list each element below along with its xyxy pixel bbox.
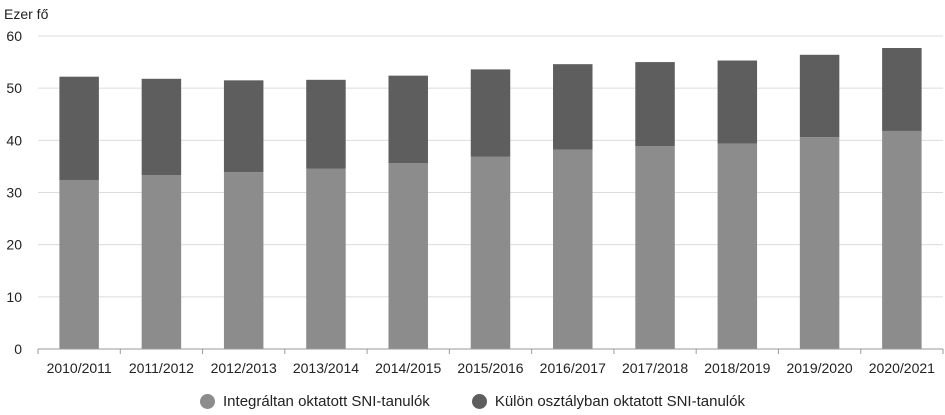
bar-segment-separate-class[interactable] <box>635 62 675 147</box>
bar-segment-integrated[interactable] <box>882 130 922 349</box>
x-tick-label: 2014/2015 <box>375 360 441 376</box>
bar-segment-separate-class[interactable] <box>799 54 840 138</box>
stacked-bar-chart: Ezer fő 0 10 20 30 40 50 60 2010/2011 2011/2012… <box>4 6 944 376</box>
bar-segment-separate-class[interactable] <box>553 64 593 150</box>
y-tick-label: 20 <box>6 237 22 253</box>
bar-segment-integrated[interactable] <box>635 146 675 349</box>
x-tick-label: 2020/2021 <box>869 360 935 376</box>
x-tick-labels: 2010/2011 2011/2012 2012/2013 2013/2014 2014… <box>47 360 936 376</box>
bar-segment-integrated[interactable] <box>799 137 840 349</box>
y-tick-label: 60 <box>6 28 22 44</box>
y-tick-label: 30 <box>6 185 22 201</box>
legend: Integráltan oktatott SNI-tanulók Külön o… <box>0 388 945 414</box>
y-tick-label: 0 <box>14 341 22 357</box>
axes <box>37 348 944 354</box>
bar-segment-separate-class[interactable] <box>388 75 428 164</box>
bars <box>59 47 922 349</box>
x-tick-label: 2017/2018 <box>622 360 688 376</box>
x-tick-label: 2010/2011 <box>47 360 112 376</box>
bar-segment-separate-class[interactable] <box>59 76 99 180</box>
bar-segment-integrated[interactable] <box>388 163 428 349</box>
bar-segment-integrated[interactable] <box>141 175 182 349</box>
bar-segment-separate-class[interactable] <box>717 60 758 144</box>
legend-label-integrated: Integráltan oktatott SNI-tanulók <box>223 392 430 410</box>
bar-segment-separate-class[interactable] <box>470 69 511 157</box>
bar-segment-integrated[interactable] <box>717 143 758 349</box>
bar-segment-integrated[interactable] <box>306 168 346 349</box>
bar-segment-integrated[interactable] <box>223 172 264 349</box>
x-tick-label: 2015/2016 <box>457 360 523 376</box>
legend-item-separate-class[interactable]: Külön osztályban oktatott SNI-tanulók <box>471 392 745 410</box>
legend-swatch-separate-class <box>471 393 487 409</box>
bar-segment-integrated[interactable] <box>59 179 99 349</box>
bar-segment-integrated[interactable] <box>553 149 593 349</box>
x-tick-label: 2019/2020 <box>786 360 852 376</box>
x-tick-label: 2012/2013 <box>211 360 277 376</box>
y-tick-label: 50 <box>6 80 22 96</box>
x-tick-label: 2016/2017 <box>540 360 606 376</box>
bar-segment-separate-class[interactable] <box>223 80 264 173</box>
x-tick-label: 2018/2019 <box>704 360 770 376</box>
legend-label-separate-class: Külön osztályban oktatott SNI-tanulók <box>494 392 745 410</box>
bar-segment-integrated[interactable] <box>470 156 511 349</box>
legend-item-integrated[interactable]: Integráltan oktatott SNI-tanulók <box>200 393 430 410</box>
legend-swatch-integrated <box>200 393 216 409</box>
bar-segment-separate-class[interactable] <box>306 79 346 169</box>
y-tick-label: 40 <box>6 132 22 148</box>
y-tick-labels: 0 10 20 30 40 50 60 <box>6 28 22 357</box>
x-tick-label: 2011/2012 <box>129 360 194 376</box>
y-tick-label: 10 <box>6 289 22 305</box>
x-tick-label: 2013/2014 <box>293 360 359 376</box>
bar-segment-separate-class[interactable] <box>141 78 182 176</box>
y-axis-unit-label: Ezer fő <box>4 6 49 22</box>
bar-segment-separate-class[interactable] <box>882 47 922 131</box>
